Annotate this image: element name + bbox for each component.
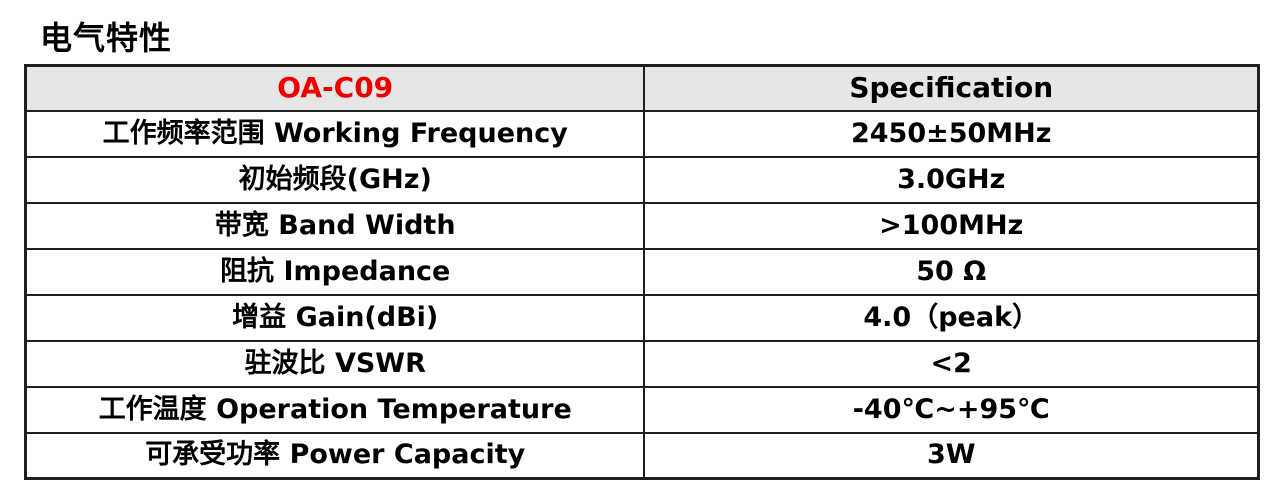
table-row: 工作温度 Operation Temperature -40℃~+95℃	[24, 385, 1260, 434]
value-cell: 3.0GHz	[643, 155, 1260, 204]
table-row: 初始频段(GHz) 3.0GHz	[24, 155, 1260, 204]
value-cell: 50 Ω	[643, 247, 1260, 296]
value-cell: 4.0（peak）	[643, 293, 1260, 342]
parameter-cell: 初始频段(GHz)	[24, 155, 646, 204]
parameter-cell: 阻抗 Impedance	[24, 247, 646, 296]
table-row: 工作频率范围 Working Frequency 2450±50MHz	[24, 109, 1260, 158]
table-row: 阻抗 Impedance 50 Ω	[24, 247, 1260, 296]
section-title: 电气特性	[40, 19, 173, 57]
parameter-cell: 工作频率范围 Working Frequency	[24, 109, 646, 158]
parameter-cell: 工作温度 Operation Temperature	[24, 385, 646, 434]
table-row: 带宽 Band Width >100MHz	[24, 201, 1260, 250]
specification-header-cell: Specification	[643, 64, 1260, 112]
value-cell: 2450±50MHz	[643, 109, 1260, 158]
table-row: 可承受功率 Power Capacity 3W	[24, 431, 1260, 480]
parameter-cell: 带宽 Band Width	[24, 201, 646, 250]
table-row: 增益 Gain(dBi) 4.0（peak）	[24, 293, 1260, 342]
spec-table: OA-C09 Specification 工作频率范围 Working Freq…	[24, 64, 1260, 480]
value-cell: 3W	[643, 431, 1260, 480]
table-row: 驻波比 VSWR <2	[24, 339, 1260, 388]
value-cell: -40℃~+95℃	[643, 385, 1260, 434]
value-cell: <2	[643, 339, 1260, 388]
table-header-row: OA-C09 Specification	[24, 64, 1260, 112]
parameter-cell: 增益 Gain(dBi)	[24, 293, 646, 342]
model-header-cell: OA-C09	[24, 64, 646, 112]
value-cell: >100MHz	[643, 201, 1260, 250]
parameter-cell: 可承受功率 Power Capacity	[24, 431, 646, 480]
parameter-cell: 驻波比 VSWR	[24, 339, 646, 388]
